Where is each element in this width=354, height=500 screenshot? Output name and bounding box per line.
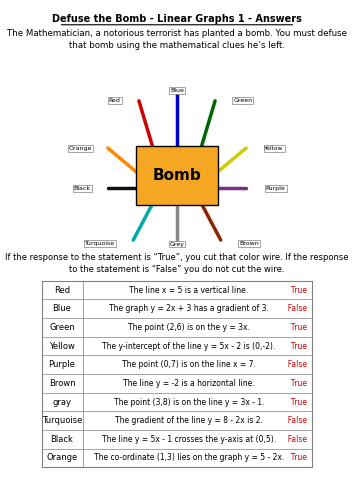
Text: gray: gray — [52, 398, 72, 406]
Text: Yellow: Yellow — [49, 342, 75, 350]
Text: Brown: Brown — [239, 241, 259, 246]
Text: Orange: Orange — [46, 454, 78, 462]
Text: False: False — [283, 416, 307, 425]
Text: Bomb: Bomb — [153, 168, 201, 183]
Text: The point (3,8) is on the line y = 3x - 1.: The point (3,8) is on the line y = 3x - … — [114, 398, 264, 406]
Text: True: True — [286, 379, 307, 388]
Text: Turquoise: Turquoise — [85, 241, 115, 246]
Text: Grey: Grey — [170, 242, 184, 246]
Text: The Mathematician, a notorious terrorist has planted a bomb. You must defuse
tha: The Mathematician, a notorious terrorist… — [7, 28, 347, 50]
Bar — [42, 281, 312, 468]
Text: False: False — [283, 304, 307, 314]
Text: True: True — [286, 454, 307, 462]
Text: Purple: Purple — [266, 186, 286, 191]
Text: False: False — [283, 360, 307, 369]
Text: True: True — [286, 286, 307, 294]
Text: Turquoise: Turquoise — [42, 416, 82, 425]
Text: Defuse the Bomb - Linear Graphs 1 - Answers: Defuse the Bomb - Linear Graphs 1 - Answ… — [52, 14, 302, 24]
Text: Purple: Purple — [48, 360, 75, 369]
Text: Yellow: Yellow — [264, 146, 284, 151]
Text: True: True — [286, 398, 307, 406]
Text: The point (2,6) is on the y = 3x.: The point (2,6) is on the y = 3x. — [128, 323, 250, 332]
Text: The y-intercept of the line y = 5x - 2 is (0,-2).: The y-intercept of the line y = 5x - 2 i… — [102, 342, 276, 350]
Text: Orange: Orange — [69, 146, 92, 151]
Text: True: True — [286, 323, 307, 332]
Text: False: False — [283, 435, 307, 444]
Text: True: True — [286, 342, 307, 350]
Text: The graph y = 2x + 3 has a gradient of 3.: The graph y = 2x + 3 has a gradient of 3… — [109, 304, 269, 314]
Text: Brown: Brown — [49, 379, 75, 388]
Text: If the response to the statement is “True”, you cut that color wire. If the resp: If the response to the statement is “Tru… — [5, 254, 349, 274]
Text: The line y = -2 is a horizontal line.: The line y = -2 is a horizontal line. — [123, 379, 255, 388]
Text: The point (0,7) is on the line x = 7.: The point (0,7) is on the line x = 7. — [122, 360, 256, 369]
Text: Blue: Blue — [170, 88, 184, 94]
Text: Black: Black — [74, 186, 91, 191]
Text: Red: Red — [109, 98, 121, 103]
Text: The line y = 5x - 1 crosses the y-axis at (0,5).: The line y = 5x - 1 crosses the y-axis a… — [102, 435, 276, 444]
FancyBboxPatch shape — [136, 146, 218, 205]
Text: Red: Red — [54, 286, 70, 294]
Text: Black: Black — [51, 435, 74, 444]
Text: Blue: Blue — [53, 304, 72, 314]
Text: The line x = 5 is a vertical line.: The line x = 5 is a vertical line. — [130, 286, 249, 294]
Text: Green: Green — [233, 98, 252, 103]
Text: The co-ordinate (1,3) lies on the graph y = 5 - 2x.: The co-ordinate (1,3) lies on the graph … — [94, 454, 284, 462]
Text: Green: Green — [49, 323, 75, 332]
Text: The gradient of the line y = 8 - 2x is 2.: The gradient of the line y = 8 - 2x is 2… — [115, 416, 263, 425]
